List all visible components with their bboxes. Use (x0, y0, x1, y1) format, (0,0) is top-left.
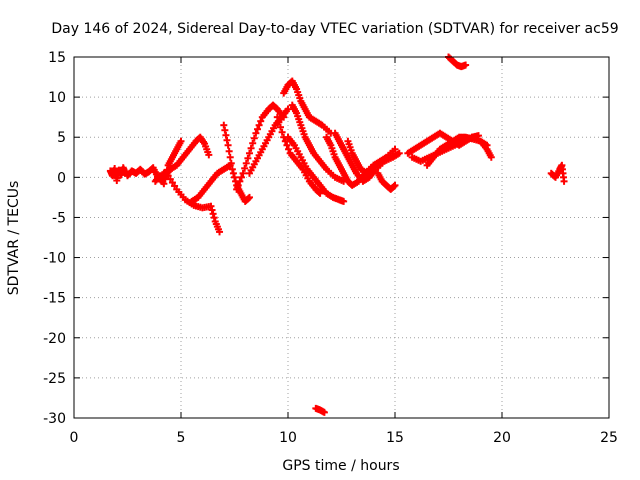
y-tick-label: 15 (48, 50, 66, 66)
data-point (242, 159, 250, 167)
x-tick-label: 10 (279, 430, 297, 446)
y-tick-label: -30 (43, 411, 66, 427)
y-tick-label: -15 (43, 291, 66, 307)
series-arc-5 (153, 133, 213, 183)
data-point (257, 117, 265, 125)
series-arc-11 (280, 77, 335, 137)
data-point (340, 197, 348, 205)
data-point (225, 147, 233, 155)
y-tick-label: -10 (43, 251, 66, 267)
data-point (391, 181, 399, 189)
data-point (254, 125, 262, 133)
series-arc-21 (445, 53, 470, 71)
data-point (236, 177, 244, 185)
series-arc-22 (547, 161, 568, 185)
y-tick-label: 0 (57, 170, 66, 186)
series-arc-12 (288, 101, 348, 185)
series-arc-13 (284, 133, 348, 205)
y-tick-label: 10 (48, 90, 66, 106)
data-point (560, 177, 568, 185)
data-point (229, 169, 237, 177)
data-point (275, 118, 283, 126)
data-point (285, 145, 293, 153)
data-point (252, 129, 260, 137)
data-point (216, 228, 224, 236)
y-tick-label: 5 (57, 130, 66, 146)
data-point (241, 164, 249, 172)
data-point (210, 214, 218, 222)
y-tick-label: -5 (52, 210, 66, 226)
x-tick-label: 15 (386, 430, 404, 446)
data-point (207, 202, 215, 210)
data-point (316, 189, 324, 197)
data-point (222, 131, 230, 139)
y-axis-label: SDTVAR / TECUs (6, 181, 22, 296)
series-arc-8 (233, 101, 288, 193)
data-point (221, 126, 229, 134)
series-arc-1 (106, 164, 129, 185)
data-points (106, 53, 568, 416)
y-tick-label: -20 (43, 331, 66, 347)
data-point (395, 149, 403, 157)
data-point (208, 206, 216, 214)
data-point (224, 141, 232, 149)
data-point (223, 136, 231, 144)
x-tick-label: 5 (177, 430, 186, 446)
data-point (250, 134, 258, 142)
data-point (160, 180, 168, 188)
data-point (239, 169, 247, 177)
data-point (245, 149, 253, 157)
data-point (315, 188, 323, 196)
x-tick-label: 0 (70, 430, 79, 446)
series-arc-23 (312, 404, 328, 416)
grid (74, 57, 609, 418)
data-point (284, 105, 292, 113)
data-point (244, 154, 252, 162)
series-arc-10 (273, 113, 324, 197)
data-point (205, 151, 213, 159)
data-point (249, 139, 257, 147)
data-point (278, 128, 286, 136)
series-arc-17 (374, 169, 399, 193)
data-point (177, 137, 185, 145)
series-arc-16 (344, 137, 399, 177)
data-point (320, 408, 328, 416)
series-arc-18 (404, 129, 482, 157)
y-tick-label: -25 (43, 371, 66, 387)
data-point (220, 121, 228, 129)
data-point (487, 153, 495, 161)
data-point (209, 210, 217, 218)
data-point (244, 194, 252, 202)
data-point (245, 193, 253, 201)
data-point (227, 159, 235, 167)
data-point (228, 165, 236, 173)
data-point (283, 141, 291, 149)
axis-ticks: 0 5 10 15 20 25 -30 -25 -20 -15 -10 -5 0 5 10 15 (43, 50, 618, 446)
data-point (390, 182, 398, 190)
x-axis-label: GPS time / hours (282, 458, 399, 474)
data-point (462, 61, 470, 69)
series-arc-6 (188, 161, 234, 205)
data-point (391, 145, 399, 153)
series-arc-20 (423, 133, 491, 169)
data-point (255, 121, 263, 129)
data-point (247, 144, 255, 152)
data-point (234, 181, 242, 189)
data-point (233, 185, 241, 193)
data-point (226, 153, 234, 161)
data-point (273, 113, 281, 121)
data-point (483, 141, 491, 149)
plot-frame (73, 56, 610, 419)
data-point (281, 137, 289, 145)
x-tick-label: 20 (493, 430, 511, 446)
data-point (277, 123, 285, 131)
data-point (237, 173, 245, 181)
chart-title: Day 146 of 2024, Sidereal Day-to-day VTE… (51, 21, 618, 37)
x-tick-label: 25 (600, 430, 618, 446)
data-point (231, 173, 238, 181)
